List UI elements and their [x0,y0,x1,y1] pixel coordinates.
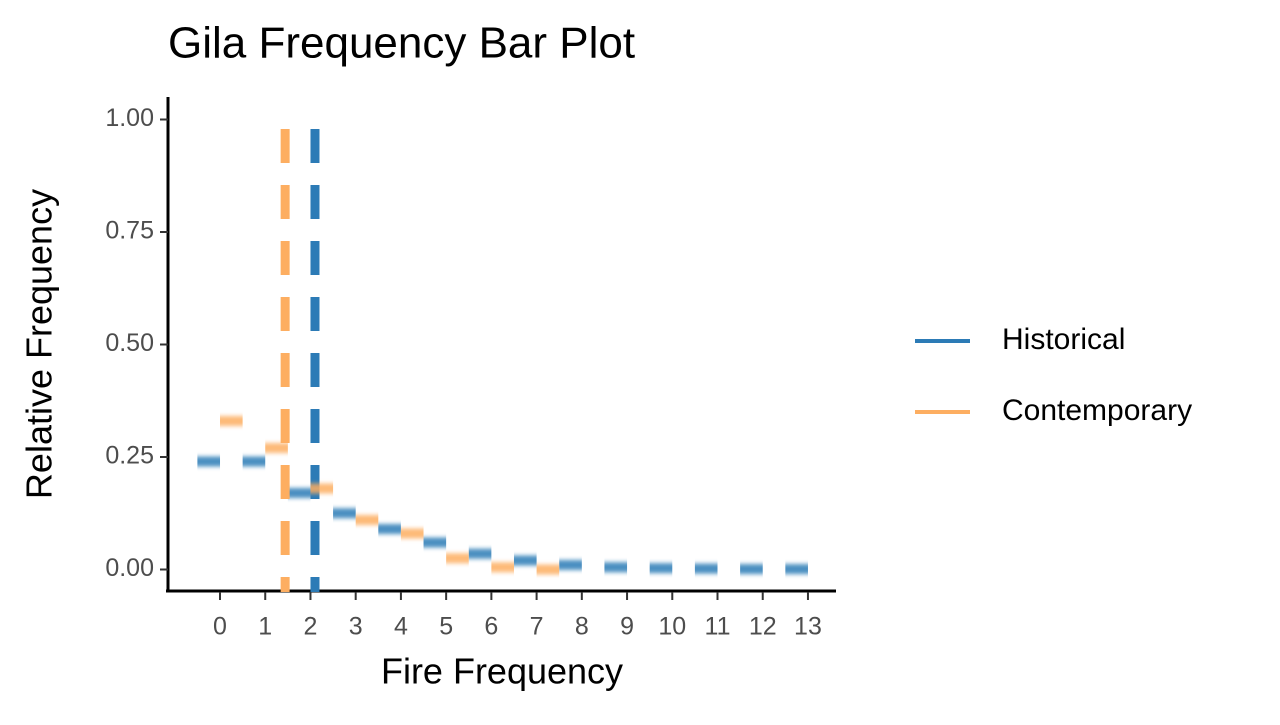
legend-label: Historical [1002,323,1125,356]
frequency-segment [536,564,560,575]
x-axis-title: Fire Frequency [381,651,623,692]
y-axis-title: Relative Frequency [19,189,60,499]
x-tick-label: 2 [304,613,318,641]
frequency-segment [378,524,401,534]
frequency-segment [740,564,763,575]
y-tick-label: 0.50 [105,329,154,357]
x-tick-label: 7 [530,613,544,641]
frequency-segment [355,515,379,525]
x-tick-label: 1 [258,613,272,641]
y-tick-label: 0.75 [105,217,154,245]
frequency-segment [310,483,334,494]
x-tick-label: 6 [484,613,498,641]
frequency-segment [694,563,718,574]
x-tick-label: 0 [213,613,227,641]
frequency-segment [423,537,447,548]
frequency-segment [785,564,808,575]
x-tick-label: 8 [575,613,589,641]
x-tick-label: 4 [394,613,408,641]
x-tick-label: 3 [349,613,363,641]
frequency-segment [242,456,266,467]
frequency-segment [197,456,221,467]
y-tick-label: 1.00 [105,104,154,132]
x-tick-label: 9 [620,613,634,641]
y-tick-label: 0.25 [105,442,154,470]
frequency-segment [513,555,537,566]
x-tick-label: 12 [749,613,777,641]
frequency-segment [559,560,582,570]
x-tick-label: 11 [705,613,731,641]
x-tick-label: 13 [794,613,822,641]
frequency-segment [400,528,424,539]
frequency-segment [446,553,469,564]
frequency-segment [220,416,243,426]
frequency-segment [649,563,673,574]
legend-label: Contemporary [1002,394,1192,427]
frequency-segment [468,548,492,559]
x-tick-label: 5 [439,613,453,641]
y-tick-label: 0.00 [105,554,154,582]
frequency-segment [287,488,311,498]
frequency-segment [604,562,628,573]
frequency-segment [265,443,288,453]
chart-title: Gila Frequency Bar Plot [168,19,635,68]
frequency-segment [333,508,356,519]
frequency-segment [491,562,514,573]
x-tick-label: 10 [658,613,686,641]
